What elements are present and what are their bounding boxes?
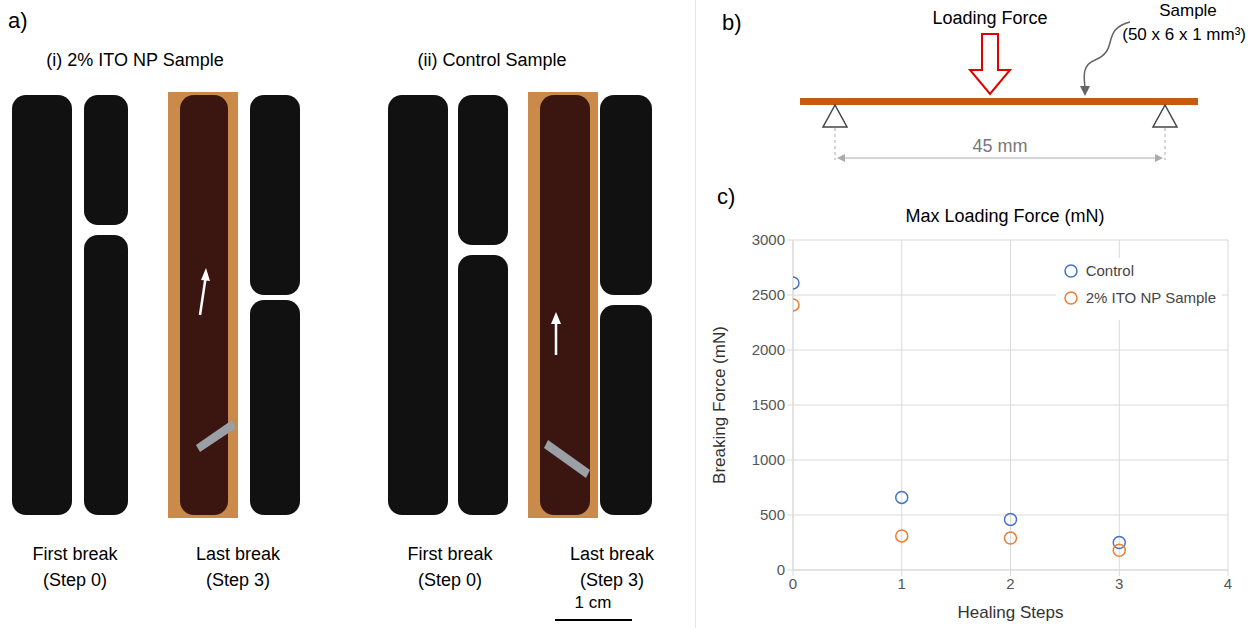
svg-text:(Step 3): (Step 3) — [580, 570, 644, 590]
svg-text:Breaking Force (mN): Breaking Force (mN) — [710, 326, 729, 484]
svg-text:(50 x 6 x 1 mm³): (50 x 6 x 1 mm³) — [1122, 25, 1246, 44]
svg-text:a): a) — [8, 8, 28, 33]
svg-text:45 mm: 45 mm — [972, 136, 1027, 156]
svg-text:2500: 2500 — [752, 286, 785, 303]
svg-text:b): b) — [722, 10, 742, 35]
svg-text:1000: 1000 — [752, 451, 785, 468]
svg-text:3: 3 — [1115, 575, 1123, 592]
svg-text:(i) 2% ITO NP Sample: (i) 2% ITO NP Sample — [46, 50, 223, 70]
svg-text:1 cm: 1 cm — [575, 593, 612, 612]
svg-text:(Step 3): (Step 3) — [206, 570, 270, 590]
svg-text:(ii) Control Sample: (ii) Control Sample — [417, 50, 566, 70]
svg-text:Sample: Sample — [1159, 1, 1217, 20]
svg-text:First break: First break — [407, 544, 493, 564]
svg-text:Last break: Last break — [570, 544, 655, 564]
svg-text:0: 0 — [789, 575, 797, 592]
svg-text:500: 500 — [760, 506, 785, 523]
svg-text:Healing Steps: Healing Steps — [958, 603, 1064, 622]
svg-text:Loading Force: Loading Force — [932, 8, 1047, 28]
svg-text:1: 1 — [898, 575, 906, 592]
svg-text:4: 4 — [1224, 575, 1232, 592]
html-text:2% ITO NP Sample: 2% ITO NP Sample — [1085, 289, 1216, 306]
svg-text:1500: 1500 — [752, 396, 785, 413]
svg-text:First break: First break — [32, 544, 118, 564]
svg-text:2000: 2000 — [752, 341, 785, 358]
svg-text:Last break: Last break — [196, 544, 281, 564]
svg-text:2: 2 — [1006, 575, 1014, 592]
svg-text:(Step 0): (Step 0) — [43, 570, 107, 590]
html-text:c): c) — [717, 184, 736, 209]
html-text:Control: Control — [1085, 262, 1134, 279]
svg-text:0: 0 — [777, 561, 785, 578]
svg-text:(Step 0): (Step 0) — [418, 570, 482, 590]
svg-text:3000: 3000 — [752, 231, 785, 248]
html-text:Max Loading Force (mN): Max Loading Force (mN) — [905, 206, 1105, 226]
